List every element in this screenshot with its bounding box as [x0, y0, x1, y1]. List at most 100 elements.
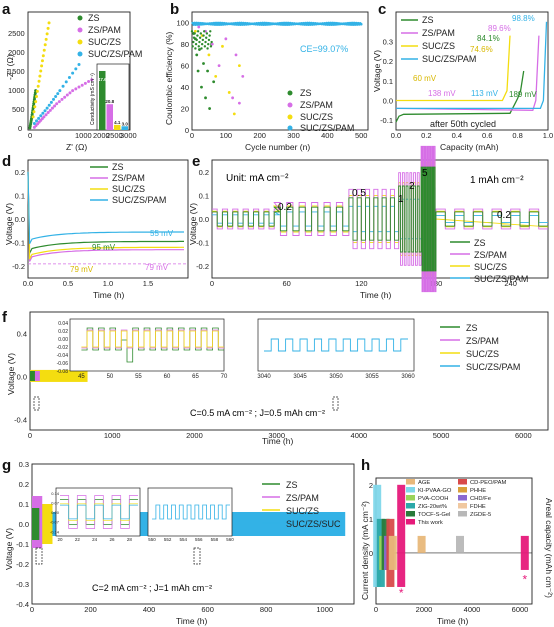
xtick-b-3: 300 [287, 131, 300, 140]
ticks-c: 0.0 0.2 0.4 0.6 0.8 1.0 -0.1 0.0 0.1 0.2 0.3 [380, 38, 553, 141]
point-b-2-3 [214, 74, 218, 78]
op-c-suczspam: 113 mV [471, 89, 499, 98]
rate-e-1: 0.5 [352, 188, 366, 199]
legend-h-label-5: CHD/Fe [470, 496, 491, 502]
point-b-2-7 [237, 64, 241, 68]
point-a-2-9 [39, 69, 43, 73]
curve-d-2 [27, 171, 184, 260]
point-b-1-3 [217, 64, 221, 68]
point-b-2-2 [207, 53, 211, 57]
legend-e-suczs: SUC/ZS [474, 262, 507, 272]
legend-a-marker-zspam [77, 27, 83, 33]
zoom-box-g-1 [35, 547, 43, 565]
point-b-0-8 [206, 69, 209, 73]
legend-h-swatch-5 [458, 495, 467, 501]
op-c-zspam: 138 mV [428, 89, 456, 98]
point-b-zs-dense-8 [193, 32, 196, 35]
op-d-suczspam: 55 mV [150, 229, 174, 238]
legend-h-swatch-4 [406, 495, 415, 501]
ytick-c-2: 0.1 [383, 77, 393, 86]
inset-f1-xtick-4: 65 [192, 374, 199, 380]
legend-b: ZS ZS/PAM SUC/ZS SUC/ZS/PAM [287, 88, 354, 133]
point-b-zs-dense-32 [201, 38, 205, 42]
point-a-1-8 [46, 111, 50, 115]
ytick-c-1: 0.0 [383, 97, 393, 106]
point-a-3-2 [37, 116, 41, 120]
xtick-f-4: 4000 [351, 431, 368, 440]
legend-c-zspam: ZS/PAM [422, 28, 455, 38]
axes-b [191, 11, 369, 131]
inset-g2-xtick-1: 552 [164, 537, 172, 542]
ytick-e-3: 0.1 [199, 191, 209, 200]
band-f-suczs [30, 369, 88, 382]
xtick-f-0: 0 [28, 431, 32, 440]
inset-f1-curve-1 [81, 329, 224, 349]
ytick-b-2: 40 [181, 83, 189, 92]
point-b-0-5 [200, 85, 203, 89]
point-a-2-12 [41, 54, 45, 58]
xlabel-e: Time (h) [360, 290, 391, 300]
ytick-h-2: 2 [369, 481, 373, 490]
point-b-zs-dense-24 [198, 36, 202, 39]
point-a-1-7 [44, 113, 48, 117]
point-a-3-8 [49, 100, 53, 104]
point-b-zs-dense-26 [199, 32, 202, 35]
point-a-2-3 [34, 100, 38, 104]
xtick-f-5: 5000 [433, 431, 450, 440]
panel-letter-a: a [2, 1, 11, 18]
xtick-d-1: 0.5 [63, 279, 73, 288]
point-a-3-5 [43, 109, 47, 113]
inset-f2-xtick-2: 3050 [329, 374, 343, 380]
xtick-b-4: 400 [321, 131, 334, 140]
inset-f-2-ticks: 3040 3045 3050 3055 3060 [257, 374, 415, 380]
zoom-box-f-2 [332, 396, 339, 411]
legend-g-suczs: SUC/ZS [286, 506, 319, 516]
point-a-1-11 [53, 104, 57, 108]
curve-d-0 [27, 171, 184, 254]
xtick-b-5: 500 [355, 131, 368, 140]
inset-a: Conductivity (mS cm⁻¹) 47.6 20.8 4.1 3.0 20… [90, 63, 137, 140]
point-b-zs-dense-50 [207, 38, 211, 42]
point-b-0-4 [198, 48, 201, 51]
point-b-zs-dense-48 [207, 42, 210, 46]
point-b-1-5 [231, 96, 235, 100]
point-a-2-2 [33, 105, 37, 109]
legend-h-swatch-3 [458, 487, 467, 493]
point-b-zs-dense-14 [195, 38, 198, 42]
xtick-h-1: 2000 [416, 605, 433, 614]
xtick-b-0: 0 [190, 131, 194, 140]
point-b-1-8 [241, 74, 245, 78]
point-a-3-13 [61, 84, 65, 88]
point-a-3-18 [77, 62, 81, 66]
inset-a-bar-0 [99, 70, 106, 130]
axes-e [211, 159, 549, 279]
point-a-2-6 [36, 84, 40, 88]
op-c-zs: 189 mV [509, 90, 537, 99]
ytick-a-0: 0 [18, 124, 22, 133]
inset-g1-curve-3 [60, 504, 138, 520]
ytick-g-0: -0.4 [16, 600, 29, 609]
xtick-g-5: 1000 [316, 605, 333, 614]
inset-f1-curve-2 [81, 330, 224, 348]
point-a-1-9 [48, 108, 52, 112]
bar-h-6 [388, 535, 397, 570]
legend-b-marker-zspam [287, 102, 293, 108]
legend-e-suczspam: SUC/ZS/PAM [474, 274, 528, 284]
ytick-b-1: 20 [181, 105, 189, 114]
legend-e-zs: ZS [474, 238, 486, 248]
xtick-f-6: 6000 [515, 431, 532, 440]
panel-e: e Voltage (V) Time (h) 0 60 120 180 240-0.2-… [188, 145, 549, 300]
point-a-3-0 [32, 121, 36, 125]
point-b-zs-dense-46 [206, 47, 209, 50]
ytick-e-4: 0.2 [199, 168, 209, 177]
inset-g-1-frame [55, 487, 141, 537]
legend-h-swatch-10 [406, 519, 415, 525]
point-b-2-0 [193, 29, 197, 33]
point-b-zs-dense-4 [192, 40, 195, 44]
legend-c-suczspam: SUC/ZS/PAM [422, 54, 476, 64]
xtick-c-5: 1.0 [543, 131, 553, 140]
inset-g1-xtick-0: 20 [57, 537, 63, 542]
ytick-h-0: 0 [369, 549, 373, 558]
point-a-1-12 [55, 102, 59, 106]
xtick-g-0: 0 [30, 605, 34, 614]
